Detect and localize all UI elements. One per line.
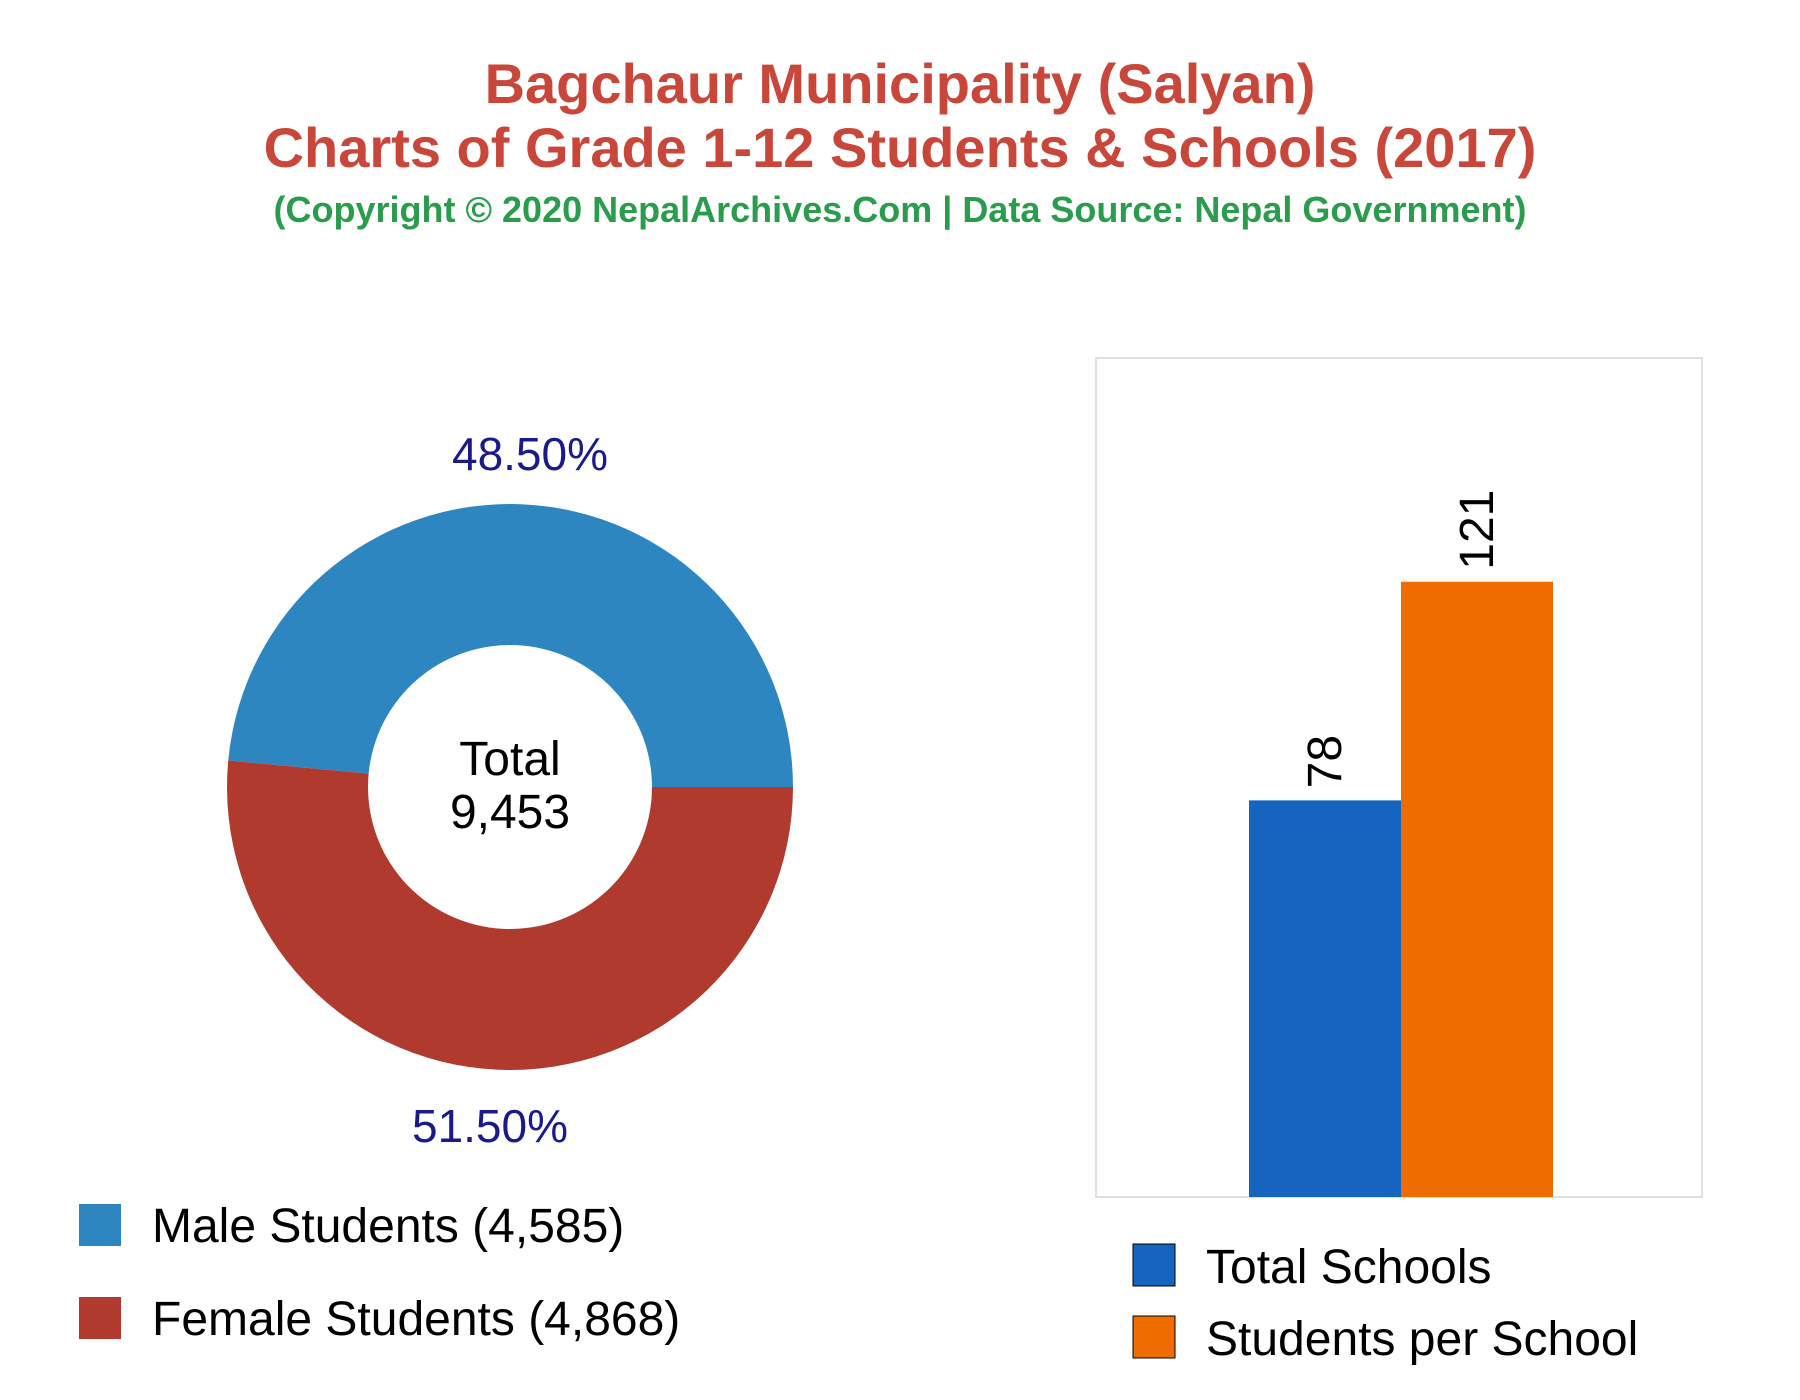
legend-swatch-female xyxy=(79,1297,121,1339)
legend-label-female: Female Students (4,868) xyxy=(152,1293,680,1346)
donut-legend: Male Students (4,585) Female Students (4… xyxy=(79,1200,680,1346)
bar-value-labels: 78 121 xyxy=(1299,490,1504,789)
donut-slices xyxy=(227,503,794,1070)
legend-swatch-male xyxy=(79,1204,121,1246)
bar-value-label-students-per-school: 121 xyxy=(1451,490,1504,570)
legend-label-students-per-school: Students per School xyxy=(1206,1313,1638,1366)
donut-slice-male xyxy=(228,503,794,787)
donut-center-value: 9,453 xyxy=(450,786,570,839)
female-percent-label: 51.50% xyxy=(412,1100,568,1152)
bar-total-schools xyxy=(1249,800,1401,1197)
bar-legend: Total Schools Students per School xyxy=(1132,1241,1638,1366)
legend-label-male: Male Students (4,585) xyxy=(152,1200,624,1253)
legend-swatch-total-schools xyxy=(1132,1243,1176,1287)
bar-students-per-school xyxy=(1401,581,1553,1197)
chart-title-line-2: Charts of Grade 1-12 Students & Schools … xyxy=(263,116,1537,179)
chart-subtitle: (Copyright © 2020 NepalArchives.Com | Da… xyxy=(273,189,1527,230)
bar-value-label-total-schools: 78 xyxy=(1299,735,1352,788)
legend-label-total-schools: Total Schools xyxy=(1206,1241,1492,1294)
legend-swatch-students-per-school xyxy=(1132,1315,1176,1359)
male-percent-label: 48.50% xyxy=(452,428,608,480)
donut-slice-female xyxy=(227,760,794,1070)
bar-series xyxy=(1249,581,1553,1197)
chart-title-line-1: Bagchaur Municipality (Salyan) xyxy=(484,52,1316,115)
donut-center-label: Total xyxy=(459,733,560,786)
